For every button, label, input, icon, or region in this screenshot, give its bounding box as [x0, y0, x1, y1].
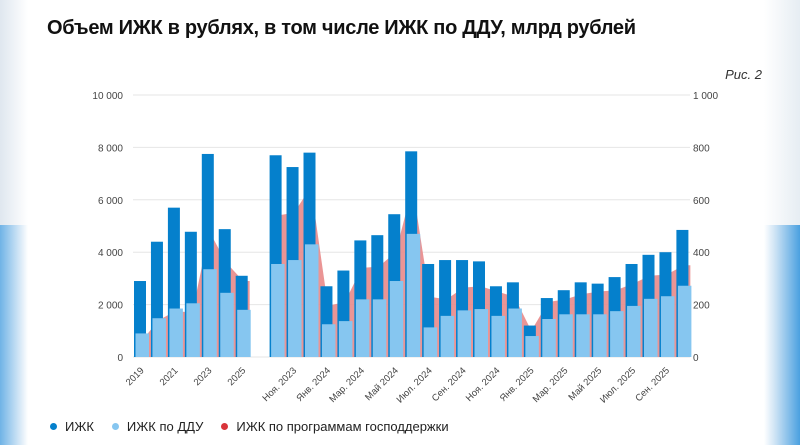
bar-ddu	[355, 299, 370, 357]
right-tick-label: 400	[693, 248, 710, 259]
x-tick-label: Ноя. 2023	[260, 365, 299, 404]
bar-ddu	[440, 315, 455, 357]
bar-ddu	[559, 314, 573, 357]
bar-ddu	[474, 309, 488, 357]
legend-item-gov: ИЖК по программам господдержки	[221, 419, 449, 434]
bar-ddu	[203, 269, 217, 357]
bar-ddu	[237, 309, 251, 357]
bar-ddu	[338, 321, 353, 357]
bar-ddu	[321, 324, 336, 357]
bar-ddu	[271, 263, 285, 357]
right-tick-label: 800	[693, 143, 710, 154]
legend-label: ИЖК по программам господдержки	[236, 419, 449, 434]
x-tick-label: Июл. 2025	[598, 365, 638, 405]
legend-item-izhk: ИЖК	[50, 419, 94, 434]
left-tick-label: 2 000	[98, 301, 123, 312]
x-tick-label: 2023	[192, 365, 215, 388]
chart-title: Объем ИЖК в рублях, в том числе ИЖК по Д…	[47, 17, 636, 39]
legend-dot-icon	[221, 423, 229, 430]
legend-dot-icon	[50, 423, 57, 430]
x-tick-label: 2025	[226, 365, 249, 388]
legend-dot-icon	[111, 423, 119, 430]
left-tick-label: 4 000	[98, 248, 123, 259]
x-tick-label: Сен. 2025	[633, 365, 672, 404]
bar-ddu	[406, 233, 421, 357]
bar-ddu	[152, 318, 166, 357]
bar-ddu	[491, 315, 505, 357]
bar-ddu	[220, 292, 234, 357]
x-tick-label: Мар. 2024	[327, 365, 367, 405]
bar-ddu	[305, 244, 319, 357]
left-tick-label: 6 000	[98, 196, 123, 207]
x-tick-label: Июл. 2024	[395, 365, 435, 405]
x-tick-label: Сен. 2024	[430, 365, 469, 404]
bar-ddu	[542, 319, 556, 357]
left-tick-label: 8 000	[98, 143, 123, 154]
legend-label: ИЖК по ДДУ	[126, 419, 204, 434]
x-tick-label: 2019	[124, 365, 147, 388]
left-tick-label: 10 000	[92, 91, 123, 102]
bar-ddu	[372, 299, 387, 357]
bar-ddu	[423, 327, 438, 357]
x-tick-label: Мар. 2025	[531, 365, 571, 405]
bar-ddu	[644, 298, 658, 357]
background-edge	[0, 225, 28, 445]
bar-ddu	[610, 311, 624, 357]
figure-label: Рис. 2	[725, 67, 762, 82]
right-tick-label: 600	[693, 196, 710, 207]
bar-ddu	[288, 260, 302, 357]
legend-label: ИЖК	[65, 419, 94, 434]
right-tick-label: 0	[693, 353, 699, 364]
bar-ddu	[593, 314, 607, 357]
legend-item-ddu: ИЖК по ДДУ	[111, 419, 204, 434]
bar-ddu	[508, 308, 522, 357]
legend: ИЖК ИЖК по ДДУ ИЖК по программам господд…	[50, 419, 449, 434]
x-tick-label: 2021	[158, 365, 181, 388]
bar-ddu	[660, 296, 675, 357]
bar-ddu	[135, 333, 149, 357]
bar-ddu	[525, 336, 539, 357]
bar-ddu	[389, 281, 404, 357]
x-tick-label: Ноя. 2024	[464, 365, 503, 404]
bar-ddu	[627, 305, 641, 357]
bar-ddu	[169, 308, 183, 357]
right-tick-label: 1 000	[693, 91, 718, 102]
bar-ddu	[677, 285, 692, 357]
background-edge	[764, 225, 800, 445]
bar-ddu	[457, 310, 472, 357]
right-tick-label: 200	[693, 301, 710, 312]
bar-ddu	[576, 314, 590, 357]
bar-ddu	[186, 303, 200, 357]
left-tick-label: 0	[117, 353, 123, 364]
